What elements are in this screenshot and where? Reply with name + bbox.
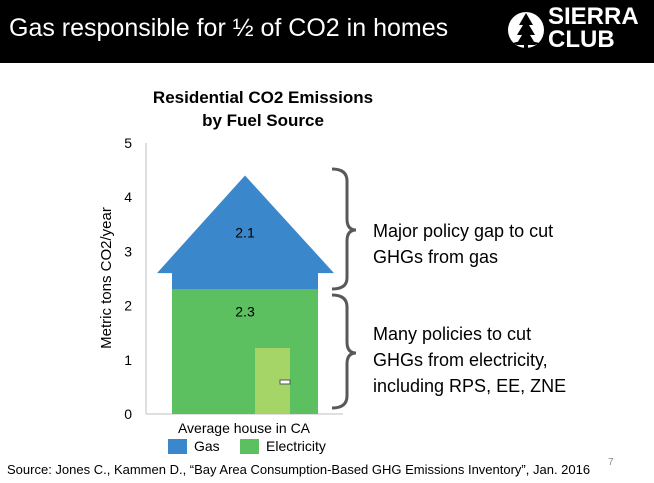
legend-swatch-electricity [240, 438, 259, 454]
y-axis-label: Metric tons CO2/year [98, 207, 115, 349]
bar-electricity [172, 289, 318, 414]
sierra-club-logo: SIERRA CLUB [506, 4, 648, 56]
page-number: 7 [608, 457, 614, 468]
house-door-handle [279, 379, 291, 385]
legend-swatch-gas [168, 438, 187, 454]
electricity-annotation-line-3: including RPS, EE, ZNE [373, 376, 567, 396]
source-citation: Source: Jones C., Kammen D., “Bay Area C… [7, 462, 591, 477]
y-tick-label: 0 [124, 406, 132, 422]
electricity-annotation-line-1: Many policies to cut [373, 324, 532, 344]
gas-annotation-line-1: Major policy gap to cut [373, 221, 554, 241]
x-category-label: Average house in CA [178, 420, 311, 436]
y-tick-label: 1 [124, 352, 132, 368]
logo-text-club: CLUB [548, 26, 615, 53]
chart-title-line-1: Residential CO2 Emissions [152, 88, 374, 107]
legend-label-gas: Gas [194, 438, 220, 454]
y-tick-labels: 0 1 2 3 4 5 [124, 135, 132, 422]
data-label-gas: 2.1 [235, 224, 255, 240]
legend-item-electricity: Electricity [240, 438, 326, 454]
slide-title: Gas responsible for ½ of CO2 in homes [9, 14, 449, 42]
chart-marks: 2.3 2.1 [157, 175, 334, 414]
legend-label-electricity: Electricity [266, 438, 326, 454]
electricity-bracket [331, 293, 357, 410]
electricity-annotation-line-2: GHGs from electricity, [373, 350, 548, 370]
header-bar: Gas responsible for ½ of CO2 in homes SI… [0, 0, 654, 63]
electricity-annotation: Many policies to cut GHGs from electrici… [373, 321, 566, 399]
tree-emblem-icon [508, 12, 544, 52]
gas-annotation-line-2: GHGs from gas [373, 247, 499, 267]
logo-text-sierra: SIERRA [548, 3, 639, 30]
gas-bracket [331, 167, 357, 291]
y-tick-label: 4 [124, 189, 132, 205]
y-tick-label: 3 [124, 243, 132, 259]
legend-item-gas: Gas [168, 438, 220, 454]
bar-gas [157, 175, 334, 290]
y-tick-label: 2 [124, 298, 132, 314]
y-tick-label: 5 [124, 135, 132, 151]
data-label-electricity: 2.3 [235, 303, 255, 319]
chart-title: Residential CO2 Emissions by Fuel Source [130, 86, 396, 132]
gas-annotation: Major policy gap to cut GHGs from gas [373, 218, 553, 270]
chart-title-line-2: by Fuel Source [202, 111, 324, 130]
